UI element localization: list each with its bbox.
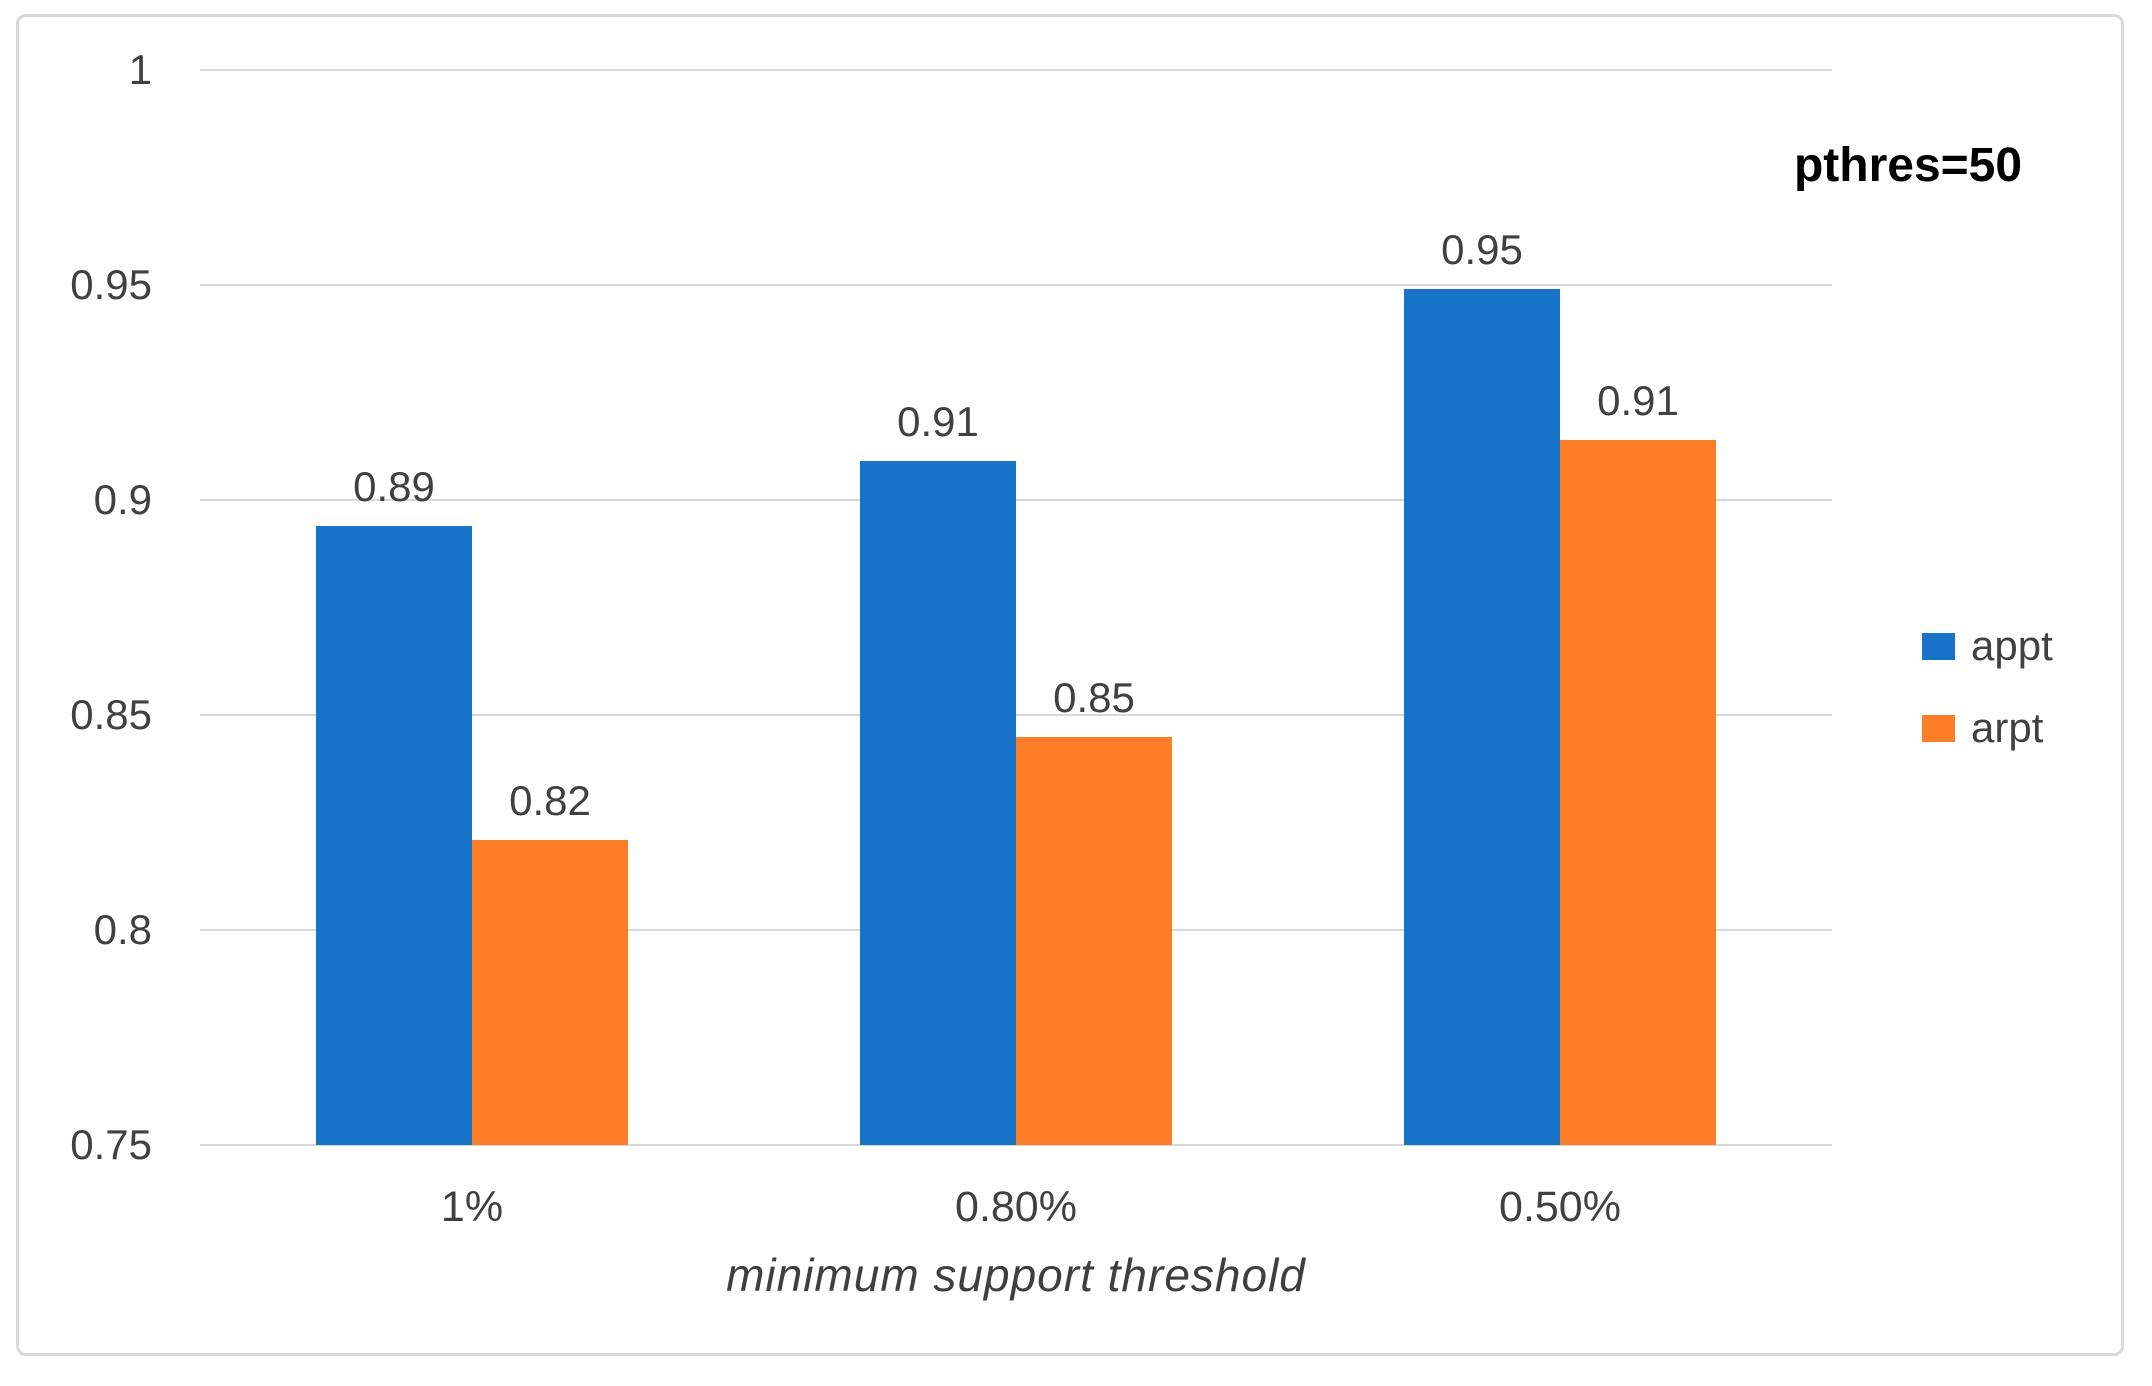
legend-label: appt: [1971, 622, 2053, 669]
bar-value-label: 0.82: [509, 776, 591, 824]
bar-arpt-0.80%: [1016, 736, 1172, 1145]
bar-appt-1%: [316, 525, 472, 1145]
gridline: [200, 499, 1832, 501]
gridline: [200, 284, 1832, 286]
y-tick-label: 0.9: [93, 476, 152, 523]
x-tick-label: 0.50%: [1499, 1183, 1621, 1231]
bar-value-label: 0.85: [1053, 673, 1135, 721]
bar-value-label: 0.91: [897, 398, 979, 446]
bar-value-label: 0.89: [353, 462, 435, 510]
x-tick-label: 1%: [440, 1183, 504, 1231]
y-tick-label: 1: [128, 46, 152, 93]
legend-item-arpt: arpt: [1922, 704, 2053, 752]
bar-appt-0.50%: [1404, 289, 1560, 1145]
legend: appt arpt: [1922, 622, 2053, 786]
gridline: [200, 69, 1832, 71]
legend-swatch-icon: [1922, 714, 1955, 742]
x-tick-label: 0.80%: [955, 1183, 1077, 1231]
bar-value-label: 0.95: [1441, 226, 1523, 274]
bar-value-label: 0.91: [1597, 376, 1679, 424]
y-tick-label: 0.75: [70, 1121, 152, 1168]
legend-swatch-icon: [1922, 632, 1955, 660]
x-axis-title: minimum support threshold: [726, 1249, 1306, 1301]
bar-arpt-0.50%: [1560, 439, 1716, 1145]
gridline: [200, 714, 1832, 716]
bar-appt-0.80%: [860, 461, 1016, 1145]
bar-arpt-1%: [472, 839, 628, 1145]
plot-area: 0.89 0.82 0.91 0.85 0.95 0.91: [200, 69, 1832, 1146]
gridline: [200, 1144, 1832, 1146]
y-tick-label: 0.85: [70, 691, 152, 738]
chart-annotation: pthres=50: [1793, 139, 2023, 192]
y-tick-label: 0.95: [70, 261, 152, 308]
legend-item-appt: appt: [1922, 622, 2053, 670]
y-tick-label: 0.8: [93, 906, 152, 953]
legend-label: arpt: [1971, 704, 2044, 751]
